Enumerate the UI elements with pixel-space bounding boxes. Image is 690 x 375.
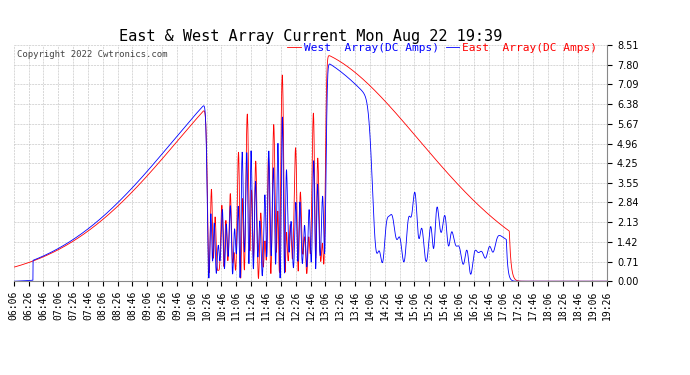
East  Array(DC Amps) bbox=[10, 279, 18, 284]
West  Array(DC Amps) bbox=[597, 279, 605, 284]
East  Array(DC Amps) bbox=[131, 182, 139, 187]
East  Array(DC Amps) bbox=[477, 249, 485, 254]
East  Array(DC Amps) bbox=[439, 220, 447, 224]
West  Array(DC Amps) bbox=[131, 186, 139, 191]
East  Array(DC Amps) bbox=[513, 279, 521, 284]
East  Array(DC Amps) bbox=[387, 212, 395, 217]
West  Array(DC Amps) bbox=[10, 265, 18, 270]
East  Array(DC Amps) bbox=[326, 62, 334, 66]
Text: Copyright 2022 Cwtronics.com: Copyright 2022 Cwtronics.com bbox=[17, 50, 167, 59]
Legend: West  Array(DC Amps), East  Array(DC Amps): West Array(DC Amps), East Array(DC Amps) bbox=[283, 39, 602, 58]
Line: West  Array(DC Amps): West Array(DC Amps) bbox=[14, 56, 607, 281]
West  Array(DC Amps) bbox=[513, 278, 521, 283]
Title: East & West Array Current Mon Aug 22 19:39: East & West Array Current Mon Aug 22 19:… bbox=[119, 29, 502, 44]
West  Array(DC Amps) bbox=[325, 53, 333, 58]
Line: East  Array(DC Amps): East Array(DC Amps) bbox=[14, 64, 607, 281]
West  Array(DC Amps) bbox=[603, 279, 611, 284]
East  Array(DC Amps) bbox=[597, 279, 605, 284]
West  Array(DC Amps) bbox=[387, 105, 395, 110]
East  Array(DC Amps) bbox=[603, 279, 611, 284]
West  Array(DC Amps) bbox=[439, 166, 447, 170]
West  Array(DC Amps) bbox=[477, 206, 485, 210]
